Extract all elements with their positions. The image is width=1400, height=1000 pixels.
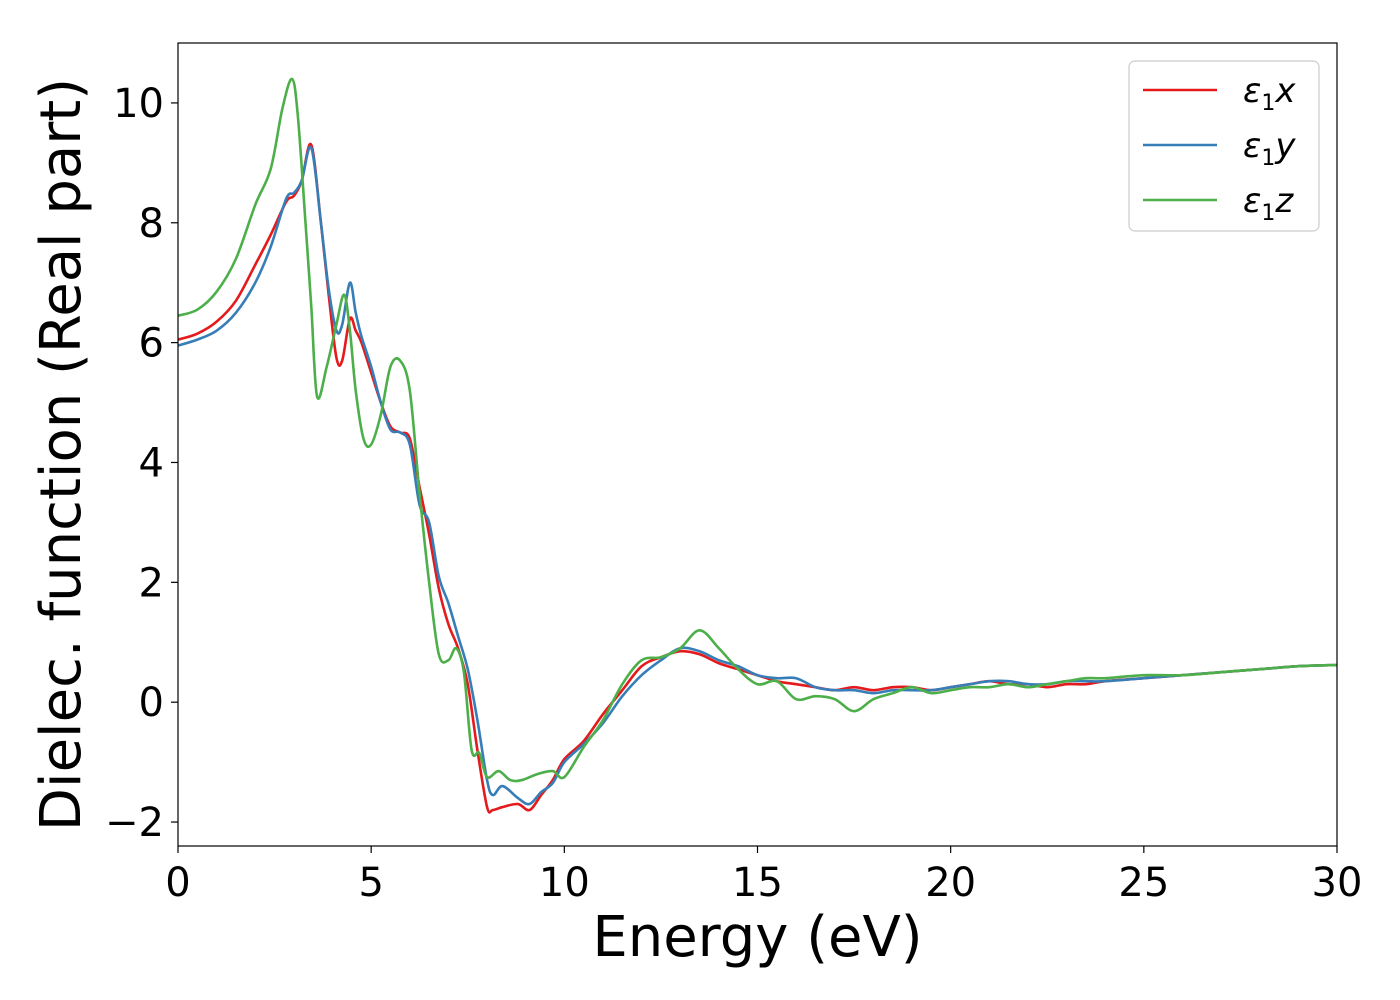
legend-label: ε1z — [1243, 181, 1294, 226]
y-axis-title: Dielec. function (Real part) — [29, 78, 94, 831]
legend-label: ε1y — [1243, 126, 1296, 171]
y-tick-label: 4 — [139, 440, 164, 486]
y-tick-label: 2 — [139, 560, 164, 606]
x-tick-label: 15 — [732, 860, 783, 906]
x-tick-label: 30 — [1312, 860, 1363, 906]
plot-area-frame — [177, 42, 1338, 847]
legend-symbol: ε — [1243, 71, 1261, 111]
legend-suffix: x — [1274, 71, 1296, 111]
series-layer — [178, 77, 1337, 814]
y-axis-ticks: −2 0 2 4 6 8 10 — [105, 81, 178, 846]
x-tick-label: 20 — [925, 860, 976, 906]
legend-label: ε1x — [1243, 71, 1296, 116]
legend-subscript: 1 — [1261, 91, 1275, 116]
y-tick-label: 8 — [139, 201, 164, 247]
y-tick-label: 6 — [139, 321, 164, 367]
legend-subscript: 1 — [1261, 201, 1275, 226]
legend-subscript: 1 — [1261, 146, 1275, 171]
series-line-z — [178, 77, 1337, 783]
x-tick-label: 0 — [165, 860, 190, 906]
x-axis-ticks: 0 5 10 15 20 25 30 — [165, 846, 1362, 906]
series-line-y — [178, 145, 1337, 806]
x-tick-label: 10 — [539, 860, 590, 906]
legend-suffix: z — [1274, 181, 1294, 221]
legend-symbol: ε — [1243, 126, 1261, 166]
legend-box — [1128, 60, 1320, 232]
x-tick-label: 25 — [1118, 860, 1169, 906]
y-tick-label: 0 — [139, 680, 164, 726]
legend-symbol: ε — [1243, 181, 1261, 221]
y-tick-label: 10 — [113, 81, 164, 127]
legend-suffix: y — [1274, 126, 1296, 166]
x-tick-label: 5 — [358, 860, 383, 906]
y-tick-label: −2 — [105, 800, 164, 846]
x-axis-title: Energy (eV) — [592, 905, 922, 970]
